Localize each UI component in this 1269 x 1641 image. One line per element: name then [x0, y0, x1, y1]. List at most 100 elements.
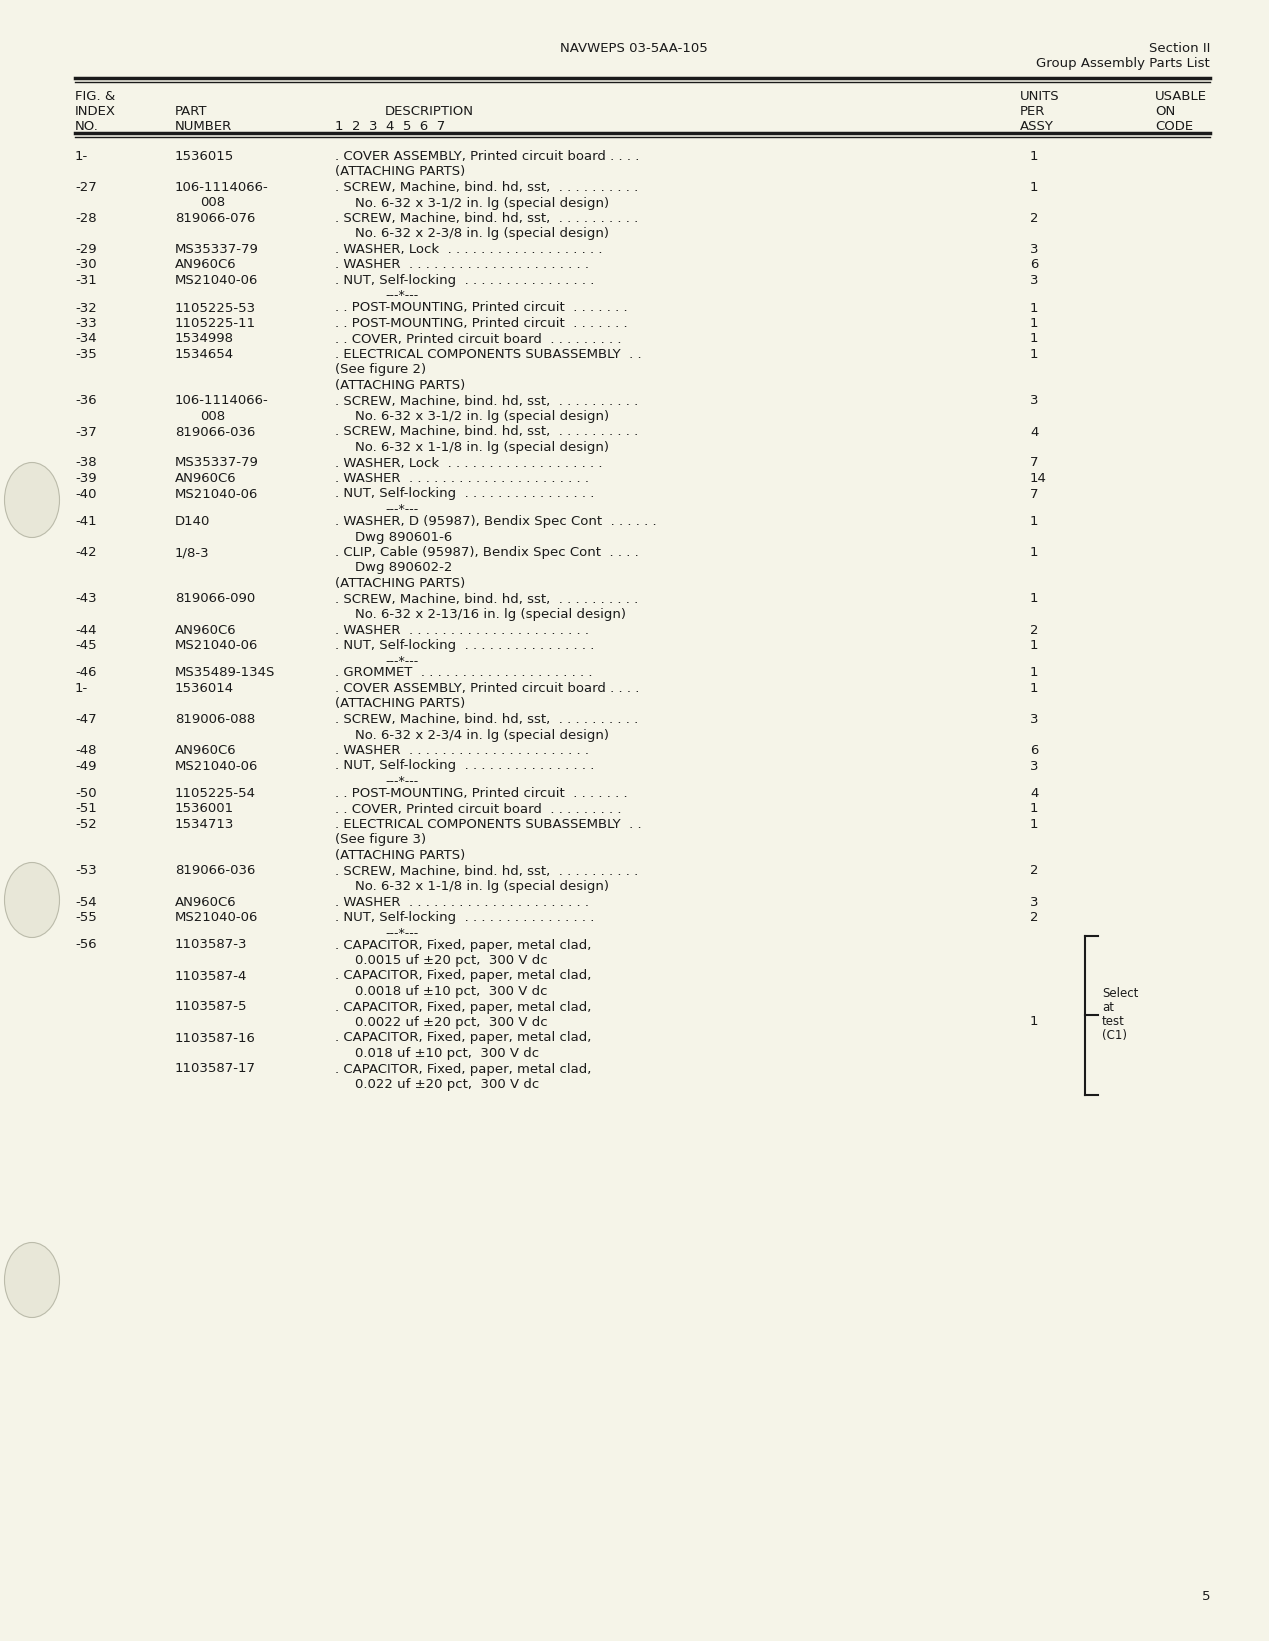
Text: 1: 1 [1030, 181, 1038, 194]
Text: 819066-076: 819066-076 [175, 212, 255, 225]
Text: PART: PART [175, 105, 208, 118]
Text: 008: 008 [201, 410, 225, 423]
Text: 1536015: 1536015 [175, 149, 235, 162]
Text: No. 6-32 x 3-1/2 in. lg (special design): No. 6-32 x 3-1/2 in. lg (special design) [355, 410, 609, 423]
Text: . SCREW, Machine, bind. hd, sst,  . . . . . . . . . .: . SCREW, Machine, bind. hd, sst, . . . .… [335, 181, 638, 194]
Ellipse shape [5, 1242, 60, 1318]
Text: 7: 7 [1030, 456, 1038, 469]
Text: 1534998: 1534998 [175, 333, 233, 346]
Text: 1-: 1- [75, 683, 89, 696]
Text: 1: 1 [1030, 546, 1038, 560]
Text: 0.022 uf ±20 pct,  300 V dc: 0.022 uf ±20 pct, 300 V dc [355, 1078, 539, 1091]
Text: 6: 6 [1030, 259, 1038, 271]
Text: -31: -31 [75, 274, 96, 287]
Text: . CAPACITOR, Fixed, paper, metal clad,: . CAPACITOR, Fixed, paper, metal clad, [335, 1032, 591, 1045]
Text: -28: -28 [75, 212, 96, 225]
Text: NUMBER: NUMBER [175, 120, 232, 133]
Text: 1105225-53: 1105225-53 [175, 302, 256, 315]
Text: 2: 2 [1030, 865, 1038, 878]
Text: . WASHER  . . . . . . . . . . . . . . . . . . . . . .: . WASHER . . . . . . . . . . . . . . . .… [335, 624, 589, 637]
Text: . CAPACITOR, Fixed, paper, metal clad,: . CAPACITOR, Fixed, paper, metal clad, [335, 1001, 591, 1014]
Text: ---*---: ---*--- [385, 504, 419, 515]
Text: -32: -32 [75, 302, 96, 315]
Text: . NUT, Self-locking  . . . . . . . . . . . . . . . .: . NUT, Self-locking . . . . . . . . . . … [335, 911, 594, 924]
Text: 1: 1 [1030, 666, 1038, 679]
Text: 1103587-17: 1103587-17 [175, 1062, 256, 1075]
Text: . CLIP, Cable (95987), Bendix Spec Cont  . . . .: . CLIP, Cable (95987), Bendix Spec Cont … [335, 546, 638, 560]
Text: Dwg 890602-2: Dwg 890602-2 [355, 561, 452, 574]
Text: 6: 6 [1030, 743, 1038, 757]
Text: Group Assembly Parts List: Group Assembly Parts List [1037, 57, 1211, 71]
Text: -54: -54 [75, 896, 96, 909]
Text: . COVER ASSEMBLY, Printed circuit board . . . .: . COVER ASSEMBLY, Printed circuit board … [335, 683, 640, 696]
Text: AN960C6: AN960C6 [175, 896, 236, 909]
Text: . SCREW, Machine, bind. hd, sst,  . . . . . . . . . .: . SCREW, Machine, bind. hd, sst, . . . .… [335, 425, 638, 438]
Text: MS35337-79: MS35337-79 [175, 243, 259, 256]
Text: . . POST-MOUNTING, Printed circuit  . . . . . . .: . . POST-MOUNTING, Printed circuit . . .… [335, 302, 628, 315]
Text: 1: 1 [1030, 348, 1038, 361]
Text: . WASHER, Lock  . . . . . . . . . . . . . . . . . . .: . WASHER, Lock . . . . . . . . . . . . .… [335, 456, 603, 469]
Text: . GROMMET  . . . . . . . . . . . . . . . . . . . . .: . GROMMET . . . . . . . . . . . . . . . … [335, 666, 593, 679]
Text: (ATTACHING PARTS): (ATTACHING PARTS) [335, 697, 466, 711]
Text: 1  2  3  4  5  6  7: 1 2 3 4 5 6 7 [335, 120, 445, 133]
Text: . NUT, Self-locking  . . . . . . . . . . . . . . . .: . NUT, Self-locking . . . . . . . . . . … [335, 638, 594, 651]
Text: 0.0022 uf ±20 pct,  300 V dc: 0.0022 uf ±20 pct, 300 V dc [355, 1016, 548, 1029]
Text: PER: PER [1020, 105, 1046, 118]
Text: 1: 1 [1030, 515, 1038, 528]
Text: AN960C6: AN960C6 [175, 743, 236, 757]
Text: 0.0015 uf ±20 pct,  300 V dc: 0.0015 uf ±20 pct, 300 V dc [355, 953, 548, 967]
Text: FIG. &: FIG. & [75, 90, 115, 103]
Text: 1: 1 [1030, 817, 1038, 830]
Text: 106-1114066-: 106-1114066- [175, 394, 269, 407]
Ellipse shape [5, 463, 60, 538]
Text: ---*---: ---*--- [385, 927, 419, 940]
Text: MS21040-06: MS21040-06 [175, 760, 259, 773]
Text: 1536014: 1536014 [175, 683, 233, 696]
Text: 106-1114066-: 106-1114066- [175, 181, 269, 194]
Text: -43: -43 [75, 592, 96, 606]
Text: (ATTACHING PARTS): (ATTACHING PARTS) [335, 578, 466, 591]
Text: -44: -44 [75, 624, 96, 637]
Text: 1/8-3: 1/8-3 [175, 546, 209, 560]
Text: -33: -33 [75, 317, 96, 330]
Text: NAVWEPS 03-5AA-105: NAVWEPS 03-5AA-105 [560, 43, 708, 56]
Text: MS35337-79: MS35337-79 [175, 456, 259, 469]
Text: 1103587-5: 1103587-5 [175, 1001, 247, 1014]
Text: . CAPACITOR, Fixed, paper, metal clad,: . CAPACITOR, Fixed, paper, metal clad, [335, 1062, 591, 1075]
Text: Section II: Section II [1148, 43, 1211, 56]
Text: 4: 4 [1030, 788, 1038, 801]
Text: -29: -29 [75, 243, 96, 256]
Text: No. 6-32 x 3-1/2 in. lg (special design): No. 6-32 x 3-1/2 in. lg (special design) [355, 197, 609, 210]
Text: . ELECTRICAL COMPONENTS SUBASSEMBLY  . .: . ELECTRICAL COMPONENTS SUBASSEMBLY . . [335, 817, 642, 830]
Text: (ATTACHING PARTS): (ATTACHING PARTS) [335, 166, 466, 179]
Text: ON: ON [1155, 105, 1175, 118]
Text: 3: 3 [1030, 394, 1038, 407]
Text: No. 6-32 x 1-1/8 in. lg (special design): No. 6-32 x 1-1/8 in. lg (special design) [355, 880, 609, 893]
Text: . WASHER  . . . . . . . . . . . . . . . . . . . . . .: . WASHER . . . . . . . . . . . . . . . .… [335, 259, 589, 271]
Text: . . POST-MOUNTING, Printed circuit  . . . . . . .: . . POST-MOUNTING, Printed circuit . . .… [335, 317, 628, 330]
Text: (ATTACHING PARTS): (ATTACHING PARTS) [335, 848, 466, 862]
Text: 008: 008 [201, 197, 225, 210]
Text: . CAPACITOR, Fixed, paper, metal clad,: . CAPACITOR, Fixed, paper, metal clad, [335, 939, 591, 952]
Text: Select: Select [1101, 986, 1138, 999]
Text: 1: 1 [1030, 302, 1038, 315]
Text: . WASHER, D (95987), Bendix Spec Cont  . . . . . .: . WASHER, D (95987), Bendix Spec Cont . … [335, 515, 656, 528]
Text: NO.: NO. [75, 120, 99, 133]
Text: CODE: CODE [1155, 120, 1193, 133]
Text: -52: -52 [75, 817, 96, 830]
Text: 1: 1 [1030, 683, 1038, 696]
Text: No. 6-32 x 2-3/8 in. lg (special design): No. 6-32 x 2-3/8 in. lg (special design) [355, 228, 609, 241]
Text: 1536001: 1536001 [175, 802, 233, 816]
Text: ---*---: ---*--- [385, 775, 419, 788]
Text: . WASHER, Lock  . . . . . . . . . . . . . . . . . . .: . WASHER, Lock . . . . . . . . . . . . .… [335, 243, 603, 256]
Text: -30: -30 [75, 259, 96, 271]
Text: 1: 1 [1030, 317, 1038, 330]
Text: ASSY: ASSY [1020, 120, 1053, 133]
Text: (See figure 2): (See figure 2) [335, 364, 426, 376]
Text: . COVER ASSEMBLY, Printed circuit board . . . .: . COVER ASSEMBLY, Printed circuit board … [335, 149, 640, 162]
Text: 3: 3 [1030, 243, 1038, 256]
Text: . WASHER  . . . . . . . . . . . . . . . . . . . . . .: . WASHER . . . . . . . . . . . . . . . .… [335, 743, 589, 757]
Text: D140: D140 [175, 515, 211, 528]
Text: 1534713: 1534713 [175, 817, 235, 830]
Text: . . COVER, Printed circuit board  . . . . . . . . .: . . COVER, Printed circuit board . . . .… [335, 333, 622, 346]
